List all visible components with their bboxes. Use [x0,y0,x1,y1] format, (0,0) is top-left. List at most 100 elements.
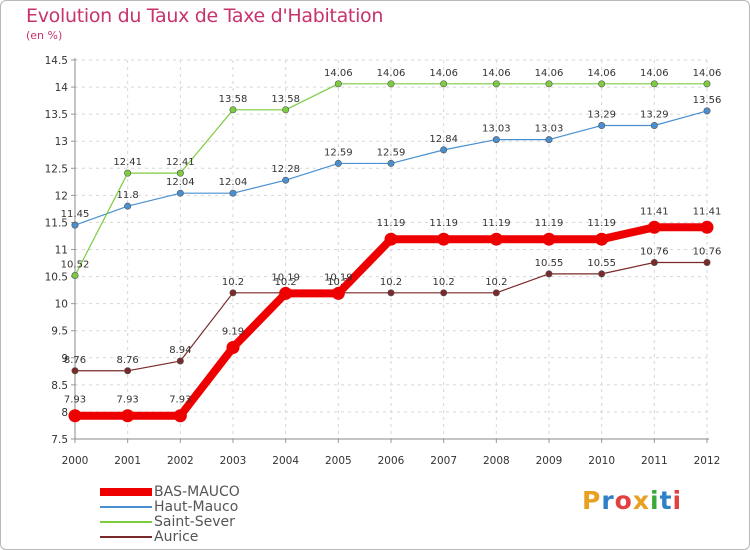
y-tick-label: 11 [55,245,68,257]
legend-swatch [100,506,152,508]
data-label: 14.06 [324,68,353,79]
logo-letter: t [659,486,673,515]
y-tick-label: 14 [55,82,69,94]
data-point [176,189,184,197]
data-point [334,159,342,167]
data-label: 10.2 [485,277,507,288]
data-label: 11.19 [587,218,616,229]
legend-swatch [100,536,152,538]
legend-label: Saint-Sever [154,514,235,530]
data-point [650,122,658,130]
data-label: 11.41 [640,206,669,217]
data-point [650,258,658,266]
data-label: 14.06 [377,68,406,79]
data-point [647,220,661,234]
x-tick-label: 2006 [378,455,405,467]
data-point [68,409,82,423]
data-label: 13.58 [219,94,248,105]
data-point [598,270,606,278]
legend-label: Aurice [154,529,199,545]
data-label: 14.06 [535,68,564,79]
data-point [176,169,184,177]
data-point [489,232,503,246]
data-label: 13.56 [693,95,722,106]
y-tick-label: 8.5 [51,380,68,392]
data-label: 8.76 [117,355,139,366]
data-point [545,270,553,278]
data-point [387,159,395,167]
data-point [124,367,132,375]
logo-letter: r [601,486,615,515]
logo-letter: i [672,486,683,515]
data-label: 12.04 [166,177,195,188]
data-point [542,232,556,246]
data-label: 12.28 [271,164,300,175]
data-label: 12.84 [429,134,458,145]
data-point [703,258,711,266]
data-point [595,232,609,246]
x-tick-label: 2007 [430,455,457,467]
data-point [282,106,290,114]
x-tick-label: 2003 [220,455,247,467]
data-label: 10.2 [433,277,455,288]
data-point [331,286,345,300]
data-point [492,80,500,88]
data-point [598,122,606,130]
data-point [384,232,398,246]
data-point [437,232,451,246]
y-tick-label: 8 [61,407,68,419]
data-point [71,271,79,279]
x-tick-label: 2011 [641,455,668,467]
data-label: 7.93 [117,395,139,406]
data-label: 10.52 [61,259,90,270]
data-point [173,409,187,423]
logo-letter: o [614,486,633,515]
data-label: 11.19 [482,218,511,229]
data-point [229,189,237,197]
x-tick-label: 2012 [694,455,721,467]
x-tick-label: 2002 [167,455,194,467]
logo-letter: i [650,486,660,515]
x-tick-label: 2005 [325,455,352,467]
x-tick-label: 2009 [536,455,563,467]
data-label: 14.06 [482,68,511,79]
data-point [650,80,658,88]
chart-title: Evolution du Taux de Taxe d'Habitation [26,5,384,27]
data-label: 10.19 [271,272,300,283]
data-point [492,136,500,144]
data-point [121,409,135,423]
data-label: 7.93 [169,395,191,406]
data-point [226,340,240,354]
legend-label: Haut-Mauco [154,499,239,515]
legend-label: BAS-MAUCO [154,484,240,500]
data-label: 13.03 [535,124,564,135]
data-point [124,202,132,210]
data-label: 11.19 [377,218,406,229]
y-tick-label: 11.5 [45,217,68,229]
data-point [124,169,132,177]
x-tick-label: 2000 [62,455,89,467]
data-label: 8.94 [169,345,191,356]
data-label: 11.19 [535,218,564,229]
data-point [703,107,711,115]
data-label: 14.06 [429,68,458,79]
data-point [282,176,290,184]
x-tick-label: 2004 [272,455,299,467]
data-point [71,221,79,229]
data-label: 10.55 [587,258,616,269]
data-label: 14.06 [587,68,616,79]
data-label: 14.06 [693,68,722,79]
data-label: 11.8 [117,190,139,201]
data-point [229,106,237,114]
data-label: 12.59 [324,147,353,158]
data-point [387,289,395,297]
y-tick-label: 7.5 [51,434,68,446]
data-label: 10.2 [275,277,297,288]
x-tick-label: 2001 [114,455,141,467]
data-point [334,80,342,88]
data-point [440,80,448,88]
proxiti-logo: Proxiti [582,486,682,515]
logo-letter: x [632,486,650,515]
data-point [598,80,606,88]
